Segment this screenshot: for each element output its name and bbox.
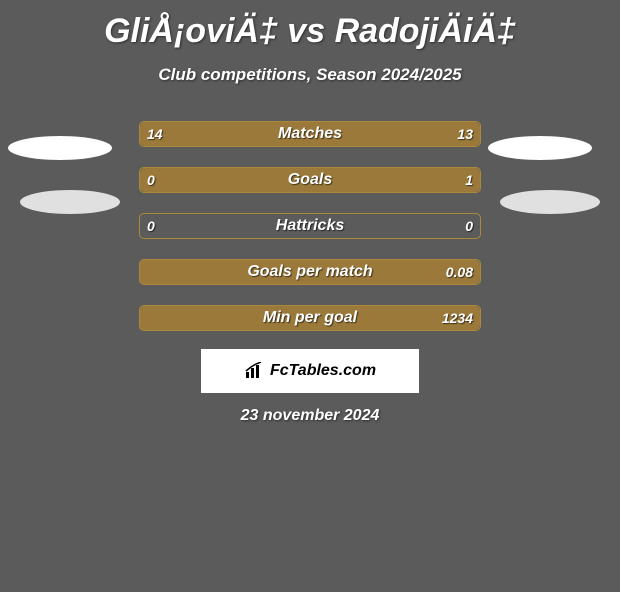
stat-label: Matches bbox=[278, 125, 342, 143]
decorative-ellipse bbox=[488, 136, 592, 160]
stat-row: Matches 14 13 bbox=[139, 121, 481, 147]
decorative-ellipse bbox=[20, 190, 120, 214]
date: 23 november 2024 bbox=[0, 407, 620, 425]
stat-label: Min per goal bbox=[263, 309, 357, 327]
value-right: 1234 bbox=[442, 310, 473, 326]
value-right: 1 bbox=[465, 172, 473, 188]
stat-row: Goals per match 0.08 bbox=[139, 259, 481, 285]
stat-label: Goals per match bbox=[247, 263, 372, 281]
stat-label: Goals bbox=[288, 171, 332, 189]
decorative-ellipse bbox=[500, 190, 600, 214]
logo: FcTables.com bbox=[244, 362, 376, 380]
logo-box: FcTables.com bbox=[201, 349, 419, 393]
chart-icon bbox=[244, 362, 266, 380]
logo-text: FcTables.com bbox=[270, 362, 376, 380]
decorative-ellipse bbox=[8, 136, 112, 160]
value-left: 14 bbox=[147, 126, 163, 142]
stat-row: Min per goal 1234 bbox=[139, 305, 481, 331]
value-left: 0 bbox=[147, 172, 155, 188]
value-right: 0 bbox=[465, 218, 473, 234]
stat-label: Hattricks bbox=[276, 217, 344, 235]
page-title: GliÅ¡oviÄ‡ vs RadojiÄiÄ‡ bbox=[0, 12, 620, 51]
bar-right bbox=[201, 168, 480, 192]
stat-row: Hattricks 0 0 bbox=[139, 213, 481, 239]
value-right: 13 bbox=[457, 126, 473, 142]
subtitle: Club competitions, Season 2024/2025 bbox=[0, 65, 620, 85]
value-right: 0.08 bbox=[446, 264, 473, 280]
value-left: 0 bbox=[147, 218, 155, 234]
stat-row: Goals 0 1 bbox=[139, 167, 481, 193]
